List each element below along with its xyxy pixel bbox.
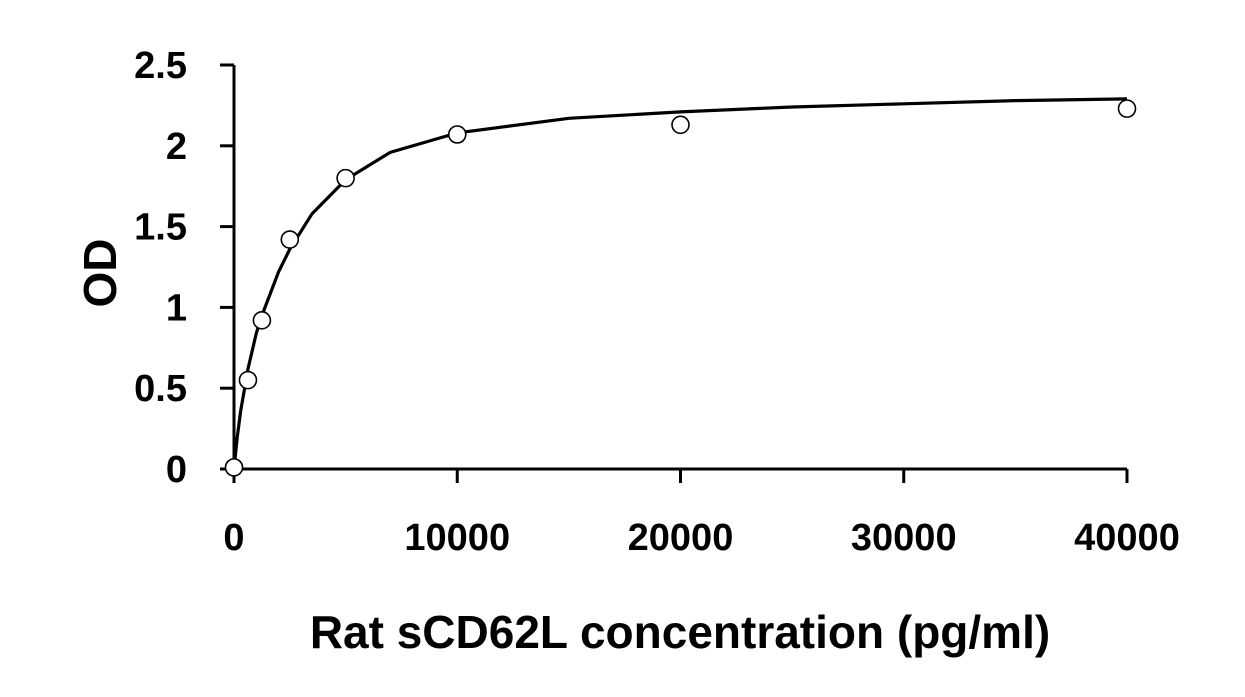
x-tick-labels: 0 10000 20000 30000 40000 xyxy=(223,517,1179,559)
data-point xyxy=(1117,99,1137,118)
data-point xyxy=(671,115,690,135)
y-tick-label: 2.5 xyxy=(134,45,187,87)
data-point xyxy=(336,168,355,188)
y-tick-label: 0 xyxy=(166,449,187,491)
x-tick-label: 0 xyxy=(223,517,244,559)
y-tick-label: 2 xyxy=(166,126,187,168)
data-point xyxy=(238,370,258,390)
x-tick-label: 30000 xyxy=(851,517,957,559)
data-point xyxy=(252,311,272,330)
y-tick-label: 1 xyxy=(166,287,187,329)
data-point xyxy=(447,125,467,144)
x-axis-title: Rat sCD62L concentration (pg/ml) xyxy=(310,606,1050,658)
data-point xyxy=(224,458,244,477)
y-axis-title: OD xyxy=(74,239,126,308)
y-tick-label: 1.5 xyxy=(134,207,187,249)
data-points xyxy=(224,99,1137,477)
x-tick-label: 20000 xyxy=(628,517,734,559)
y-tick-label: 0.5 xyxy=(134,368,187,410)
x-tick-label: 40000 xyxy=(1074,517,1180,559)
fit-curve xyxy=(232,97,1128,470)
data-point xyxy=(280,230,300,249)
x-tick-label: 10000 xyxy=(404,517,510,559)
y-tick-labels: 0 0.5 1 1.5 2 2.5 xyxy=(134,45,187,491)
